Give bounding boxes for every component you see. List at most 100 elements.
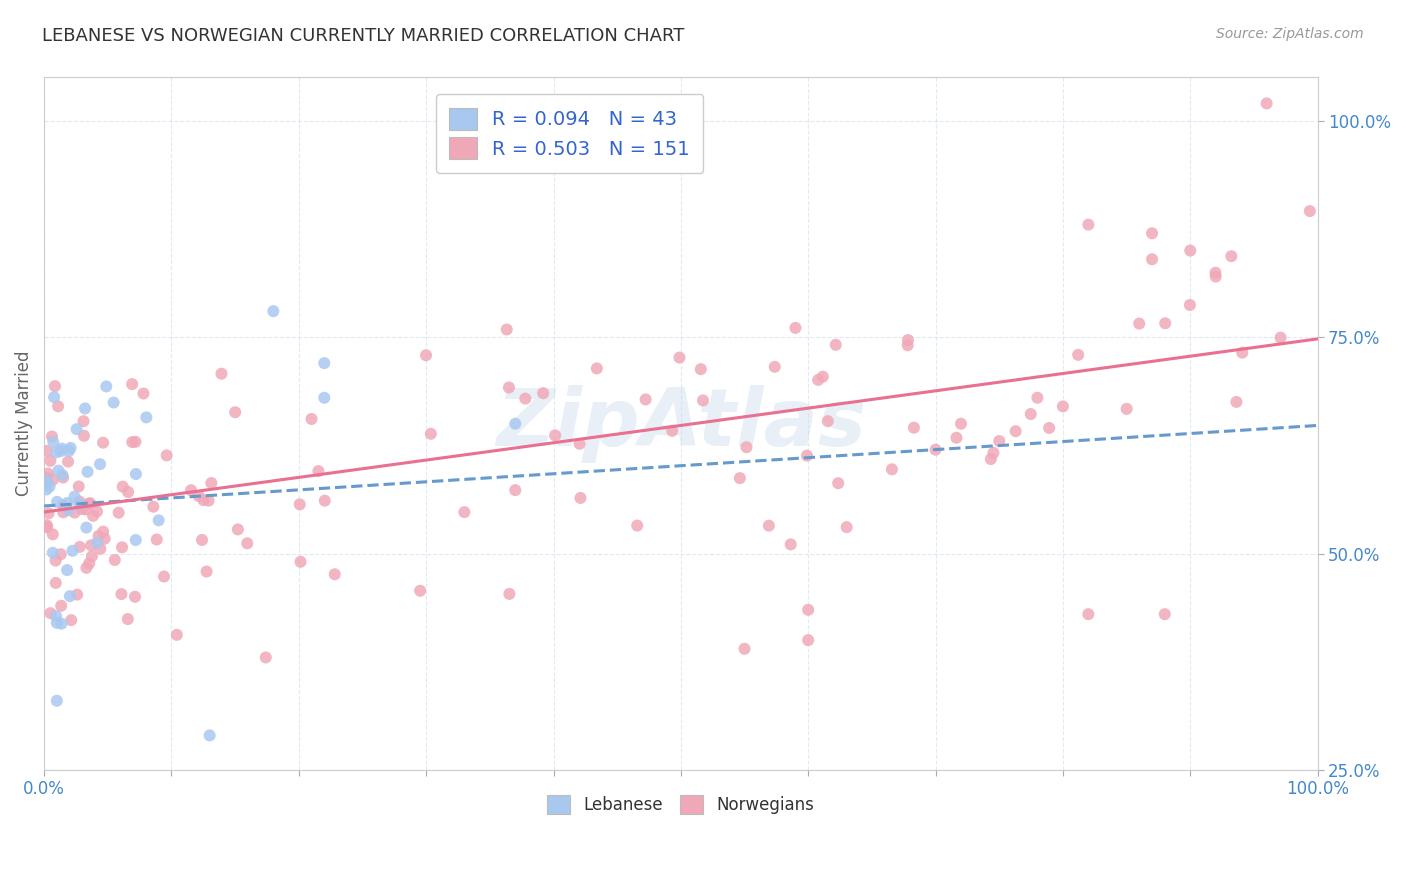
Point [45, 609, 67, 624]
Point [453, 505, 475, 519]
Point [897, 333, 920, 347]
Point [728, 471, 751, 485]
Point [73, 429, 96, 443]
Point [69, 494, 91, 508]
Point [91, 524, 114, 539]
Text: LEBANESE VS NORWEGIAN CURRENTLY MARRIED CORRELATION CHART: LEBANESE VS NORWEGIAN CURRENTLY MARRIED … [42, 27, 685, 45]
Point [72, 414, 94, 428]
Point [668, 351, 690, 365]
Point [48, 464, 70, 478]
Point [187, 489, 209, 503]
Point [824, 338, 846, 352]
Point [35, 443, 58, 458]
Point [1115, 401, 1137, 416]
Point [290, 555, 312, 569]
Text: Source: ZipAtlas.com: Source: ZipAtlas.com [1216, 27, 1364, 41]
Point [51, 468, 73, 483]
Text: ZipAtlas: ZipAtlas [496, 384, 866, 463]
Point [38, 506, 60, 520]
Point [1256, 96, 1278, 111]
Point [1299, 204, 1322, 219]
Point [797, 633, 820, 648]
Point [191, 533, 214, 547]
Point [52, 499, 75, 513]
Point [1067, 348, 1090, 362]
Point [35, 518, 58, 533]
Point [1154, 316, 1177, 330]
Point [111, 541, 134, 555]
Point [35, 520, 58, 534]
Point [498, 380, 520, 394]
Point [314, 493, 336, 508]
Point [288, 497, 311, 511]
Point [880, 462, 903, 476]
Point [827, 476, 849, 491]
Point [1270, 331, 1292, 345]
Point [132, 386, 155, 401]
Point [49, 444, 72, 458]
Point [153, 569, 176, 583]
Point [226, 523, 249, 537]
Point [125, 533, 148, 547]
Point [1038, 421, 1060, 435]
Point [35, 471, 58, 485]
Point [236, 536, 259, 550]
Legend: Lebanese, Norwegians: Lebanese, Norwegians [537, 785, 824, 824]
Point [307, 464, 329, 478]
Y-axis label: Currently Married: Currently Married [15, 351, 32, 497]
Point [1178, 298, 1201, 312]
Point [67, 479, 90, 493]
Point [37, 467, 59, 481]
Point [107, 506, 129, 520]
Point [52, 470, 75, 484]
Point [35, 483, 58, 497]
Point [903, 420, 925, 434]
Point [42, 527, 65, 541]
Point [49, 547, 72, 561]
Point [82, 508, 104, 523]
Point [70, 502, 93, 516]
Point [301, 412, 323, 426]
Point [145, 533, 167, 547]
Point [689, 362, 711, 376]
Point [39, 454, 62, 468]
Point [807, 373, 830, 387]
Point [945, 431, 967, 445]
Point [111, 480, 134, 494]
Point [56, 496, 79, 510]
Point [76, 465, 98, 479]
Point [60, 613, 83, 627]
Point [45, 615, 67, 630]
Point [1232, 345, 1254, 359]
Point [503, 417, 526, 431]
Point [1225, 395, 1247, 409]
Point [80, 538, 103, 552]
Point [42, 390, 65, 404]
Point [817, 414, 839, 428]
Point [1220, 249, 1243, 263]
Point [46, 400, 69, 414]
Point [39, 606, 62, 620]
Point [797, 603, 820, 617]
Point [193, 493, 215, 508]
Point [65, 422, 87, 436]
Point [211, 367, 233, 381]
Point [67, 497, 90, 511]
Point [924, 442, 946, 457]
Point [45, 553, 67, 567]
Point [63, 506, 86, 520]
Point [314, 356, 336, 370]
Point [44, 379, 66, 393]
Point [763, 359, 786, 374]
Point [314, 391, 336, 405]
Point [51, 442, 73, 456]
Point [415, 348, 437, 362]
Point [91, 435, 114, 450]
Point [1052, 400, 1074, 414]
Point [46, 495, 69, 509]
Point [75, 502, 97, 516]
Point [1140, 252, 1163, 267]
Point [121, 435, 143, 450]
Point [495, 322, 517, 336]
Point [585, 361, 607, 376]
